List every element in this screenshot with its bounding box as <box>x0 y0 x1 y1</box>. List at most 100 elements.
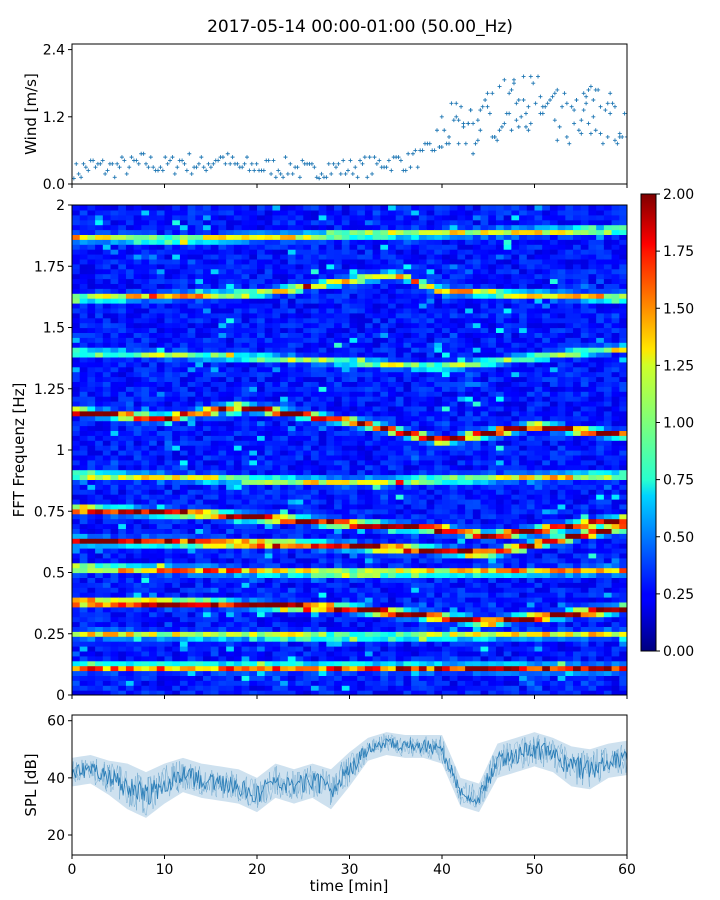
heatmap-cell <box>349 650 358 657</box>
heatmap-cell <box>341 283 351 289</box>
heatmap-cell <box>411 420 420 427</box>
heatmap-cell <box>349 538 358 544</box>
heatmap-cell <box>280 410 289 417</box>
heatmap-cell <box>287 474 297 480</box>
heatmap-cell <box>303 317 312 324</box>
heatmap-cell <box>341 459 351 466</box>
heatmap-cell <box>388 601 397 608</box>
wind-point <box>586 121 591 126</box>
heatmap-cell <box>318 626 327 632</box>
heatmap-cell <box>72 518 81 525</box>
heatmap-cell <box>241 665 250 672</box>
heatmap-cell <box>364 356 374 363</box>
heatmap-cell <box>395 317 405 324</box>
heatmap-cell <box>388 508 397 515</box>
heatmap-cell <box>249 592 258 598</box>
heatmap-cell <box>241 249 250 255</box>
heatmap-cell <box>203 327 212 333</box>
heatmap-cell <box>195 450 204 456</box>
heatmap-cell <box>349 508 358 515</box>
heatmap-cell <box>364 283 374 289</box>
heatmap-cell <box>195 670 204 676</box>
heatmap-cell <box>395 288 405 294</box>
heatmap-cell <box>187 582 196 588</box>
heatmap-cell <box>110 293 119 299</box>
heatmap-cell <box>426 268 435 275</box>
heatmap-cell <box>226 420 235 427</box>
heatmap-cell <box>395 464 405 471</box>
heatmap-cell <box>149 675 158 681</box>
heatmap-cell <box>318 636 327 642</box>
heatmap-cell <box>149 347 158 353</box>
heatmap-cell <box>349 410 358 417</box>
heatmap-cell <box>79 523 89 529</box>
heatmap-cell <box>272 303 281 309</box>
heatmap-cell <box>210 356 220 363</box>
heatmap-cell <box>233 479 243 485</box>
heatmap-cell <box>395 567 405 574</box>
heatmap-cell <box>272 219 281 226</box>
heatmap-cell <box>156 660 166 667</box>
heatmap-cell <box>326 690 335 695</box>
heatmap-cell <box>195 337 204 343</box>
heatmap-cell <box>418 283 428 289</box>
heatmap-cell <box>226 254 235 260</box>
heatmap-cell <box>257 224 266 231</box>
wind-point <box>144 161 148 166</box>
heatmap-cell <box>287 528 297 534</box>
heatmap-cell <box>411 675 420 681</box>
heatmap-cell <box>411 489 420 495</box>
heatmap-cell <box>349 660 358 667</box>
heatmap-cell <box>203 459 212 466</box>
heatmap-cell <box>426 293 435 299</box>
heatmap-cell <box>380 582 389 588</box>
wind-point <box>141 151 146 156</box>
heatmap-cell <box>357 371 366 378</box>
heatmap-cell <box>411 312 420 319</box>
heatmap-cell <box>295 293 304 299</box>
heatmap-cell <box>334 258 343 265</box>
heatmap-cell <box>310 425 320 431</box>
heatmap-cell <box>141 646 150 652</box>
heatmap-cell <box>79 616 89 623</box>
heatmap-cell <box>218 415 227 422</box>
heatmap-cell <box>310 484 320 490</box>
heatmap-cell <box>426 332 435 338</box>
heatmap-cell <box>195 523 204 529</box>
heatmap-cell <box>172 655 181 662</box>
heatmap-cell <box>79 533 89 539</box>
heatmap-cell <box>418 572 428 578</box>
heatmap-cell <box>87 592 96 598</box>
heatmap-cell <box>203 675 212 681</box>
heatmap-cell <box>226 332 235 338</box>
heatmap-cell <box>226 376 235 382</box>
heatmap-cell <box>280 205 289 211</box>
heatmap-cell <box>156 273 166 280</box>
heatmap-cell <box>318 209 327 216</box>
heatmap-cell <box>264 680 274 686</box>
heatmap-cell <box>357 401 366 407</box>
wind-point <box>115 161 120 166</box>
heatmap-cell <box>395 322 405 329</box>
heatmap-cell <box>210 464 220 471</box>
heatmap-cell <box>118 469 127 476</box>
heatmap-cell <box>349 513 358 520</box>
y-tick-label: 0.0 <box>43 177 65 193</box>
heatmap-cell <box>187 469 196 476</box>
heatmap-cell <box>203 307 212 314</box>
heatmap-cell <box>249 567 258 574</box>
heatmap-cell <box>264 552 274 559</box>
heatmap-cell <box>141 234 150 240</box>
heatmap-cell <box>118 391 127 397</box>
heatmap-cell <box>218 229 227 235</box>
heatmap-cell <box>287 209 297 216</box>
heatmap-cell <box>79 445 89 451</box>
heatmap-cell <box>426 577 435 583</box>
heatmap-cell <box>418 587 428 593</box>
heatmap-cell <box>203 278 212 284</box>
heatmap-cell <box>326 239 335 245</box>
heatmap-cell <box>110 401 119 407</box>
heatmap-cell <box>310 552 320 559</box>
heatmap-cell <box>233 391 243 397</box>
heatmap-cell <box>372 386 381 392</box>
